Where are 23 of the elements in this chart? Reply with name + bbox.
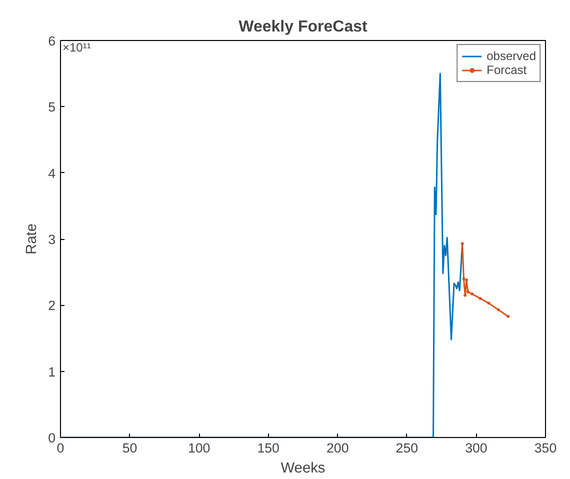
y-tick-label: 4 [48,166,56,181]
x-tick-label: 150 [257,440,280,456]
x-tick-label: 50 [122,440,138,456]
x-tick-label: 300 [465,440,488,456]
x-tick-label: 100 [188,440,210,456]
y-axis-title: Rate [24,224,40,254]
y-tick-label: 3 [48,232,56,247]
y-tick-label: 2 [48,298,56,314]
legend-label: observed [486,49,536,63]
y-tick-label: 6 [48,34,56,48]
x-tick-label: 350 [534,440,557,456]
y-tick-label: 1 [48,364,56,380]
y-tick-label: 5 [48,100,56,115]
point [478,297,482,300]
annotation: ×10¹¹ [62,40,91,54]
x-axis-title: Weeks [280,460,326,476]
legend-label: Forcast [486,63,527,77]
x-tick-label: 250 [396,440,418,456]
chart-title: Weekly ForeCast [238,18,368,36]
x-tick-label: 200 [326,440,349,456]
point [462,277,466,280]
y-tick-label: 0 [48,430,56,446]
point [506,314,510,318]
